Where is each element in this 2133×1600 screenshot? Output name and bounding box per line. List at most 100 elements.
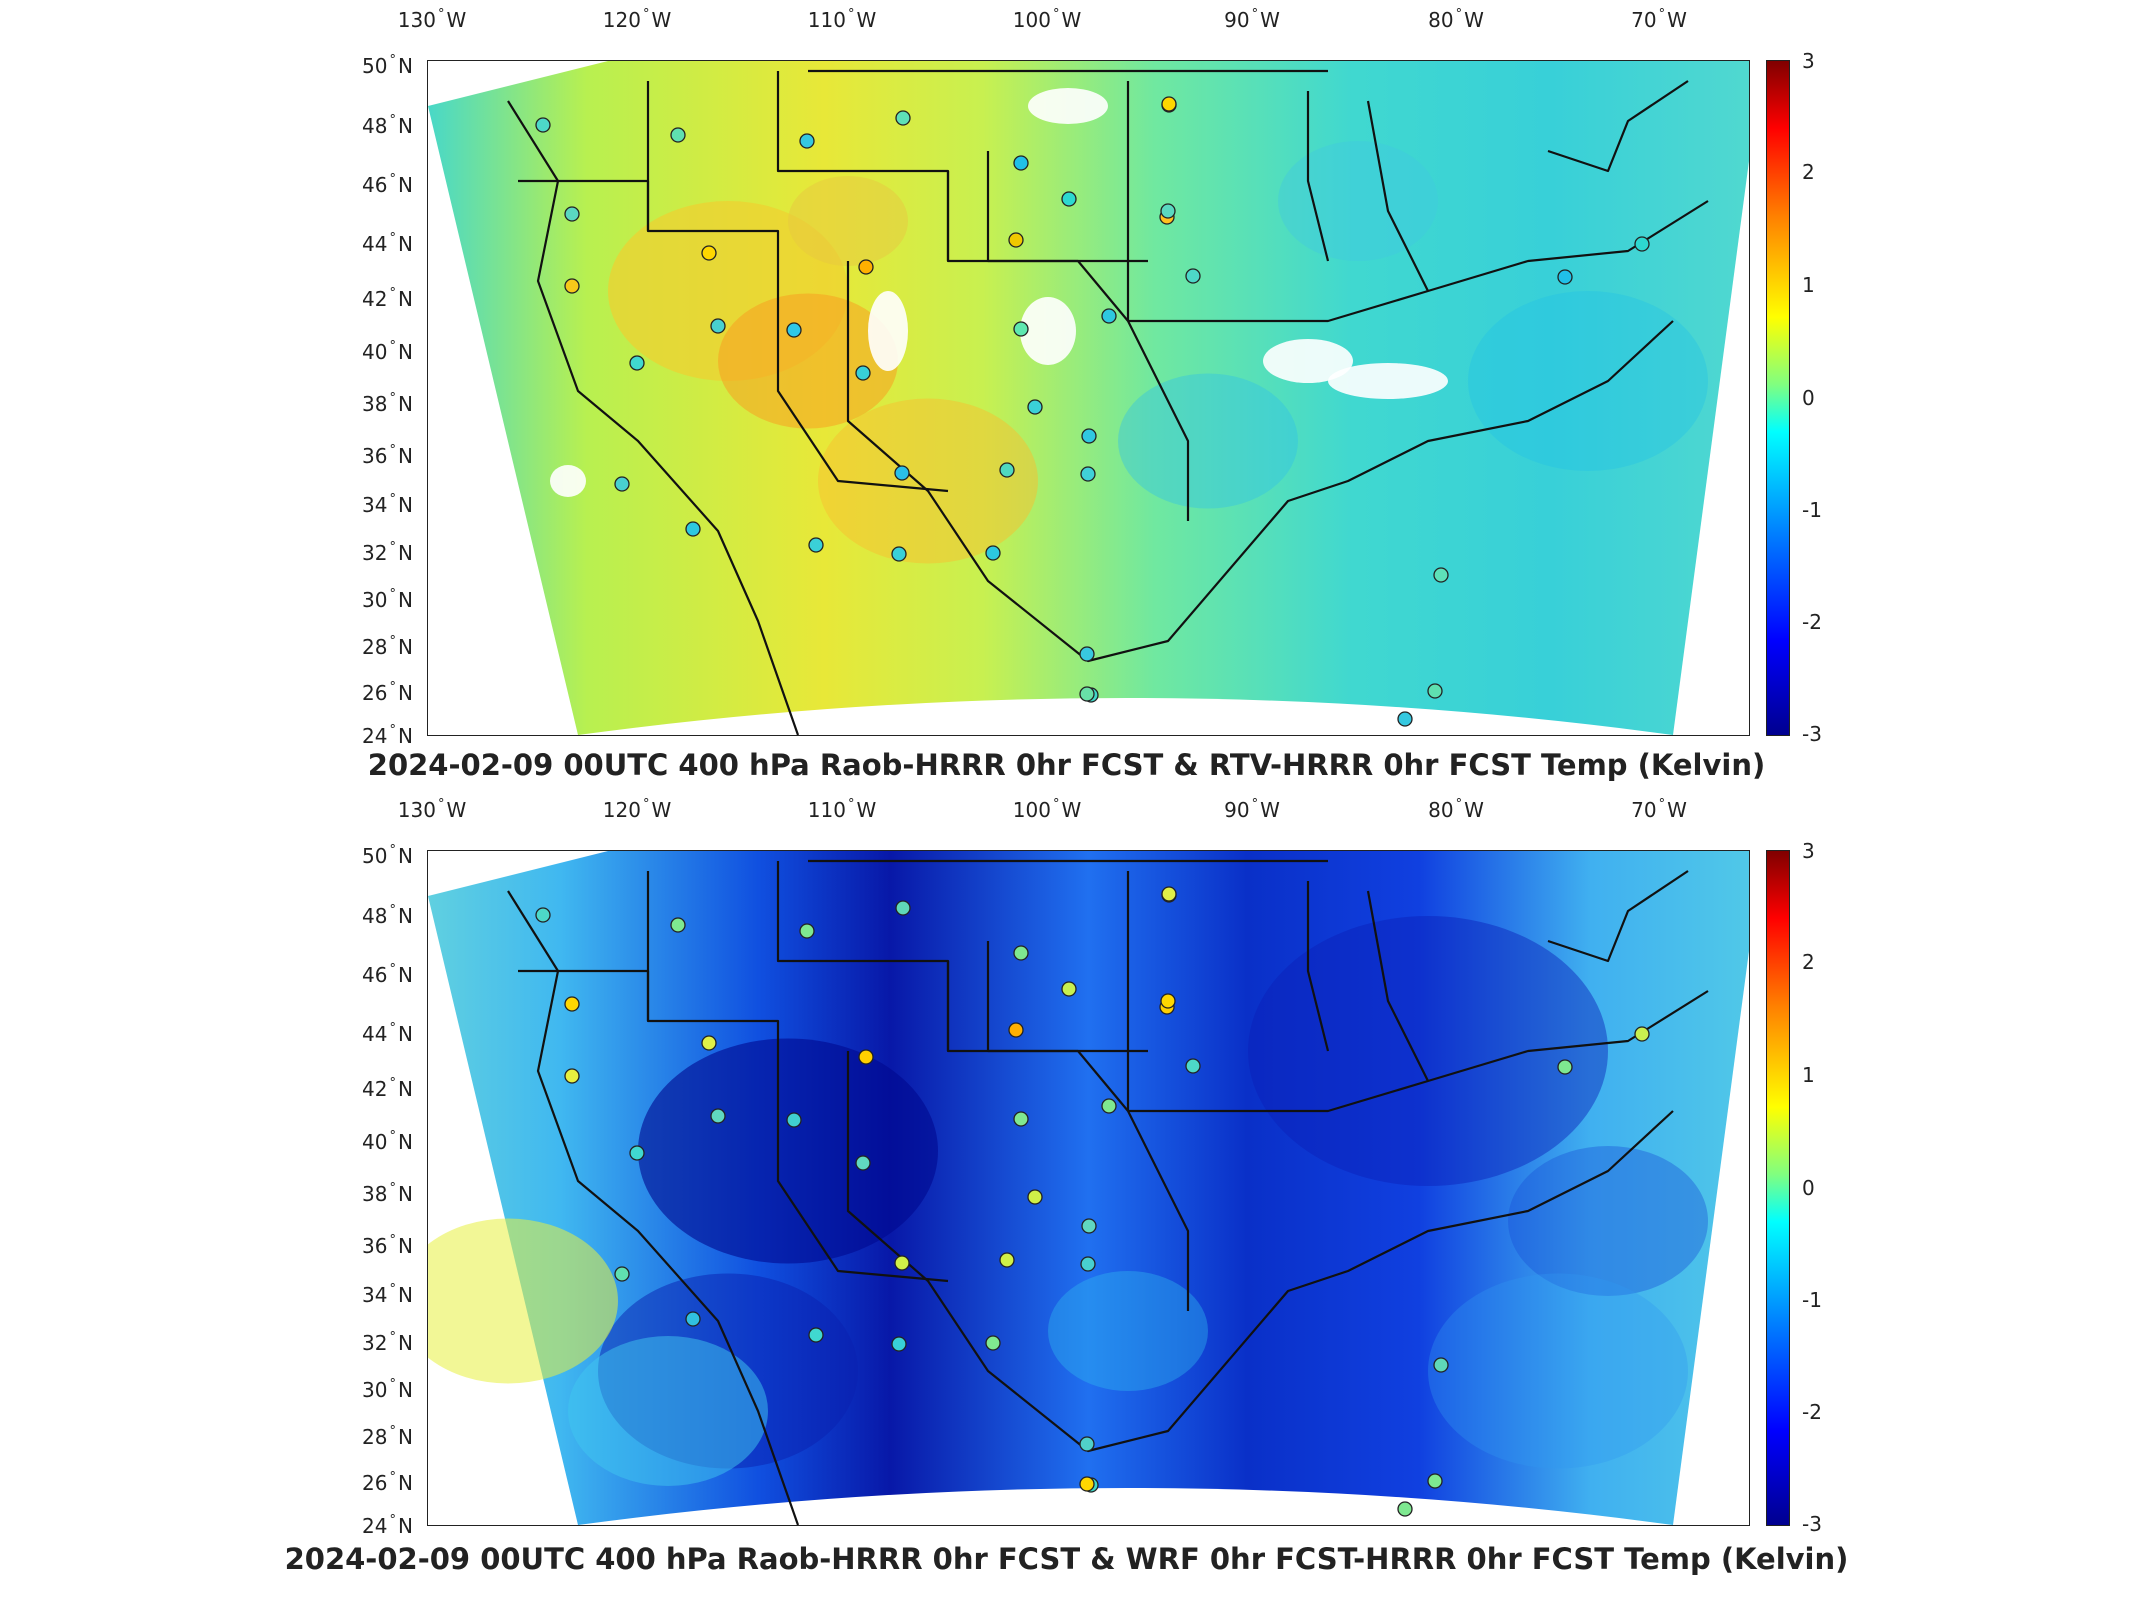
lat-tick-label: 44 ° N [362, 1021, 413, 1046]
lat-tick-label: 46 ° N [362, 962, 413, 987]
colorbar-tick-label: 2 [1802, 950, 1815, 974]
raob-station-marker [891, 1336, 907, 1352]
lon-tick-label: 70 ° W [1631, 7, 1687, 32]
raob-station-marker [564, 278, 580, 294]
raob-station-marker [710, 1108, 726, 1124]
raob-station-marker [1634, 1026, 1650, 1042]
raob-station-marker [564, 206, 580, 222]
raob-station-marker [1634, 236, 1650, 252]
raob-station-marker [1027, 399, 1043, 415]
raob-station-marker [701, 245, 717, 261]
raob-station-marker [999, 1252, 1015, 1268]
raob-station-marker [1061, 981, 1077, 997]
raob-station-marker [685, 1311, 701, 1327]
raob-station-marker [1557, 1059, 1573, 1075]
raob-station-marker [895, 110, 911, 126]
raob-station-marker [1557, 269, 1573, 285]
lat-tick-label: 42 ° N [362, 286, 413, 311]
raob-station-marker [1397, 711, 1413, 727]
raob-station-marker [799, 923, 815, 939]
raob-station-marker [1161, 96, 1177, 112]
raob-station-marker [629, 355, 645, 371]
raob-station-marker [786, 1112, 802, 1128]
temperature-difference-map [428, 61, 1749, 735]
lat-tick-label: 44 ° N [362, 231, 413, 256]
raob-station-marker [891, 546, 907, 562]
lat-tick-label: 38 ° N [362, 391, 413, 416]
raob-station-marker [808, 537, 824, 553]
colorbar-tick-label: 1 [1802, 273, 1815, 297]
raob-station-marker [1160, 993, 1176, 1009]
colorbar-tick-label: -1 [1802, 1288, 1822, 1312]
lon-tick-label: 110 ° W [807, 7, 877, 32]
lat-tick-label: 36 ° N [362, 443, 413, 468]
lat-tick-label: 32 ° N [362, 540, 413, 565]
raob-station-marker [701, 1035, 717, 1051]
lat-tick-label: 48 ° N [362, 113, 413, 138]
raob-station-marker [1061, 191, 1077, 207]
raob-station-marker [1013, 155, 1029, 171]
raob-station-marker [894, 465, 910, 481]
lat-tick-label: 26 ° N [362, 680, 413, 705]
lat-tick-label: 48 ° N [362, 903, 413, 928]
colorbar-tick-label: -2 [1802, 1400, 1822, 1424]
raob-station-marker [1008, 1022, 1024, 1038]
lon-tick-label: 80 ° W [1428, 7, 1484, 32]
lon-tick-label: 110 ° W [807, 797, 877, 822]
lon-tick-label: 90 ° W [1224, 797, 1280, 822]
raob-station-marker [1081, 1218, 1097, 1234]
raob-station-marker [685, 521, 701, 537]
lon-tick-label: 80 ° W [1428, 797, 1484, 822]
lon-tick-label: 130 ° W [397, 7, 467, 32]
raob-station-marker [1101, 1098, 1117, 1114]
raob-station-marker [614, 476, 630, 492]
raob-station-marker [1081, 428, 1097, 444]
lat-tick-label: 40 ° N [362, 339, 413, 364]
raob-station-marker [894, 1255, 910, 1271]
raob-station-marker [1027, 1189, 1043, 1205]
raob-station-marker [564, 1068, 580, 1084]
lat-tick-label: 50 ° N [362, 843, 413, 868]
colorbar-tick-label: -2 [1802, 610, 1822, 634]
map-title: 2024-02-09 00UTC 400 hPa Raob-HRRR 0hr F… [367, 748, 1766, 782]
lat-tick-label: 50 ° N [362, 53, 413, 78]
colorbar-tick-label: -3 [1802, 1512, 1822, 1536]
raob-station-marker [535, 907, 551, 923]
raob-station-marker [1397, 1501, 1413, 1517]
raob-station-marker [808, 1327, 824, 1343]
lat-tick-label: 30 ° N [362, 1377, 413, 1402]
lat-tick-label: 36 ° N [362, 1233, 413, 1258]
raob-station-marker [670, 127, 686, 143]
raob-station-marker [1013, 1111, 1029, 1127]
lat-tick-label: 42 ° N [362, 1076, 413, 1101]
lat-tick-label: 26 ° N [362, 1470, 413, 1495]
raob-station-marker [1079, 1436, 1095, 1452]
lat-tick-label: 38 ° N [362, 1181, 413, 1206]
colorbar-tick-label: 3 [1802, 49, 1815, 73]
raob-station-marker [985, 545, 1001, 561]
map-title: 2024-02-09 00UTC 400 hPa Raob-HRRR 0hr F… [284, 1542, 1849, 1576]
colorbar-tick-label: 0 [1802, 386, 1815, 410]
lon-tick-label: 100 ° W [1012, 7, 1082, 32]
colorbar [1766, 60, 1790, 736]
raob-station-marker [1185, 1058, 1201, 1074]
lon-tick-label: 90 ° W [1224, 7, 1280, 32]
lon-tick-label: 120 ° W [602, 797, 672, 822]
colorbar-tick-label: 0 [1802, 1176, 1815, 1200]
lat-tick-label: 28 ° N [362, 634, 413, 659]
raob-station-marker [670, 917, 686, 933]
colorbar-tick-label: 3 [1802, 839, 1815, 863]
lon-tick-label: 70 ° W [1631, 797, 1687, 822]
lat-tick-label: 24 ° N [362, 1513, 413, 1538]
raob-station-marker [855, 365, 871, 381]
colorbar-tick-label: -3 [1802, 722, 1822, 746]
raob-station-marker [1427, 683, 1443, 699]
raob-station-marker [1433, 567, 1449, 583]
lat-tick-label: 34 ° N [362, 1282, 413, 1307]
raob-station-marker [1080, 466, 1096, 482]
lon-tick-label: 100 ° W [1012, 797, 1082, 822]
colorbar [1766, 850, 1790, 1526]
raob-station-marker [985, 1335, 1001, 1351]
bottom-panel: 130 ° W 120 ° W 110 ° W 100 ° W 90 ° W 80 ° W 70 ° W 50 ° N 48 °… [0, 790, 2133, 1600]
raob-station-marker [855, 1155, 871, 1171]
